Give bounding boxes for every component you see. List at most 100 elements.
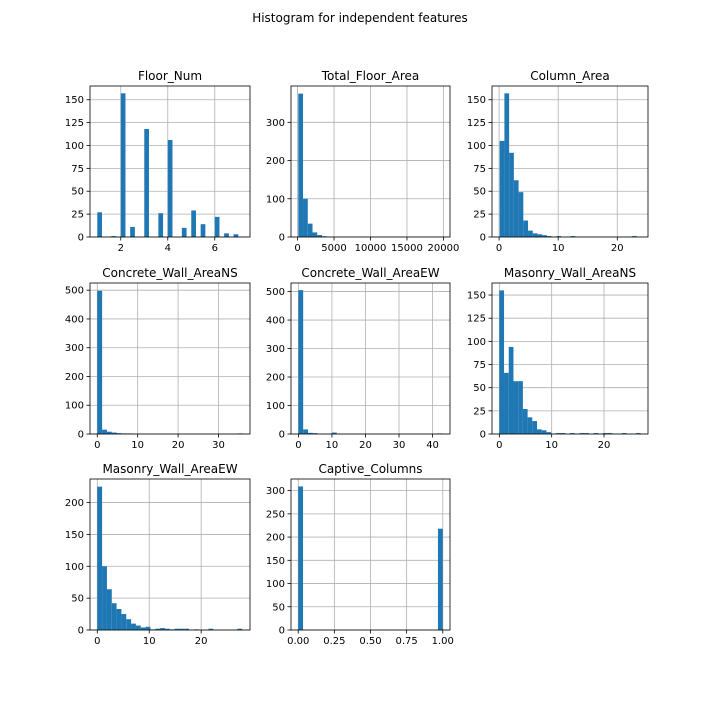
y-tick-label: 200: [266, 533, 285, 544]
histogram-bar: [117, 609, 122, 630]
y-tick-label: 200: [266, 373, 285, 384]
y-tick-label: 400: [266, 316, 285, 327]
x-tick-label: 20: [172, 440, 185, 451]
y-tick-label: 500: [65, 286, 84, 297]
figure-suptitle: Histogram for independent features: [0, 11, 720, 25]
y-tick-label: 100: [467, 141, 486, 152]
subplot-title: Masonry_Wall_AreaEW: [102, 462, 237, 476]
histogram-bar: [97, 212, 102, 237]
y-tick-label: 100: [65, 562, 84, 573]
histogram-bar: [519, 192, 524, 237]
x-tick-label: 0: [295, 440, 301, 451]
histogram-bar: [97, 291, 102, 434]
histogram-bar: [542, 430, 547, 434]
histogram-bar: [514, 180, 519, 237]
y-tick-label: 300: [266, 118, 285, 129]
y-tick-label: 300: [65, 343, 84, 354]
histogram-bar: [146, 627, 151, 630]
x-tick-label: 20: [598, 440, 611, 451]
y-tick-label: 50: [71, 187, 84, 198]
histogram-bar: [102, 566, 107, 630]
y-tick-label: 0: [78, 430, 84, 441]
y-tick-label: 150: [65, 95, 84, 106]
y-tick-label: 100: [65, 401, 84, 412]
histogram-bar: [499, 290, 504, 434]
x-tick-label: 0: [294, 243, 300, 254]
histogram-bar: [509, 347, 514, 434]
x-tick-label: 10: [552, 243, 565, 254]
x-tick-label: 0.75: [396, 636, 418, 647]
y-tick-label: 100: [266, 194, 285, 205]
x-tick-label: 10000: [355, 243, 387, 254]
y-tick-label: 150: [65, 530, 84, 541]
y-tick-label: 100: [266, 401, 285, 412]
y-tick-label: 300: [266, 344, 285, 355]
histogram-bar: [308, 224, 313, 237]
histogram-bar: [298, 94, 303, 237]
histogram-bar: [528, 417, 533, 434]
histogram-bar: [112, 603, 117, 630]
histogram-bar: [191, 210, 196, 237]
y-tick-label: 200: [65, 498, 84, 509]
y-tick-label: 500: [266, 287, 285, 298]
x-tick-label: 20: [359, 440, 372, 451]
histogram-bar: [528, 231, 533, 237]
histogram-bar: [136, 626, 141, 630]
histogram-bar: [513, 381, 518, 434]
y-tick-label: 25: [473, 210, 486, 221]
x-tick-label: 1.00: [432, 636, 454, 647]
y-tick-label: 200: [65, 372, 84, 383]
histogram-bar: [438, 529, 443, 630]
subplot-title: Floor_Num: [138, 69, 202, 83]
x-tick-label: 0.25: [323, 636, 345, 647]
histogram-bar: [158, 213, 163, 237]
y-tick-label: 50: [473, 187, 486, 198]
histogram-bar: [130, 227, 135, 237]
x-tick-label: 10: [545, 440, 558, 451]
y-tick-label: 125: [467, 314, 486, 325]
y-tick-label: 0: [279, 430, 285, 441]
y-tick-label: 100: [266, 579, 285, 590]
y-tick-label: 25: [473, 406, 486, 417]
histogram-bar: [518, 381, 523, 434]
subplot-title: Concrete_Wall_AreaNS: [102, 266, 237, 280]
y-tick-label: 250: [266, 509, 285, 520]
y-tick-label: 200: [266, 156, 285, 167]
histogram-bar: [504, 373, 509, 434]
x-tick-label: 15000: [391, 243, 423, 254]
x-tick-label: 4: [165, 243, 171, 254]
histogram-bar: [126, 619, 131, 630]
y-tick-label: 50: [272, 602, 285, 613]
y-tick-label: 0: [78, 233, 84, 244]
x-tick-label: 20000: [428, 243, 460, 254]
y-tick-label: 400: [65, 314, 84, 325]
y-tick-label: 100: [65, 141, 84, 152]
histogram-bar: [303, 199, 308, 237]
histogram-bar: [500, 141, 505, 237]
histogram-bar: [201, 224, 206, 237]
y-tick-label: 150: [266, 556, 285, 567]
x-tick-label: 6: [212, 243, 218, 254]
x-tick-label: 40: [426, 440, 439, 451]
x-tick-label: 30: [393, 440, 406, 451]
histogram-bar: [121, 93, 126, 237]
x-tick-label: 20: [611, 243, 624, 254]
y-tick-label: 75: [473, 360, 486, 371]
plot-area: [90, 283, 250, 434]
subplot-title: Captive_Columns: [318, 462, 422, 476]
histogram-bar: [537, 429, 542, 434]
histogram-bar: [538, 234, 543, 237]
histogram-bar: [298, 486, 303, 630]
y-tick-label: 150: [467, 291, 486, 302]
histogram-bar: [509, 153, 514, 237]
histogram-bar: [303, 429, 308, 434]
histogram-bar: [107, 589, 112, 630]
